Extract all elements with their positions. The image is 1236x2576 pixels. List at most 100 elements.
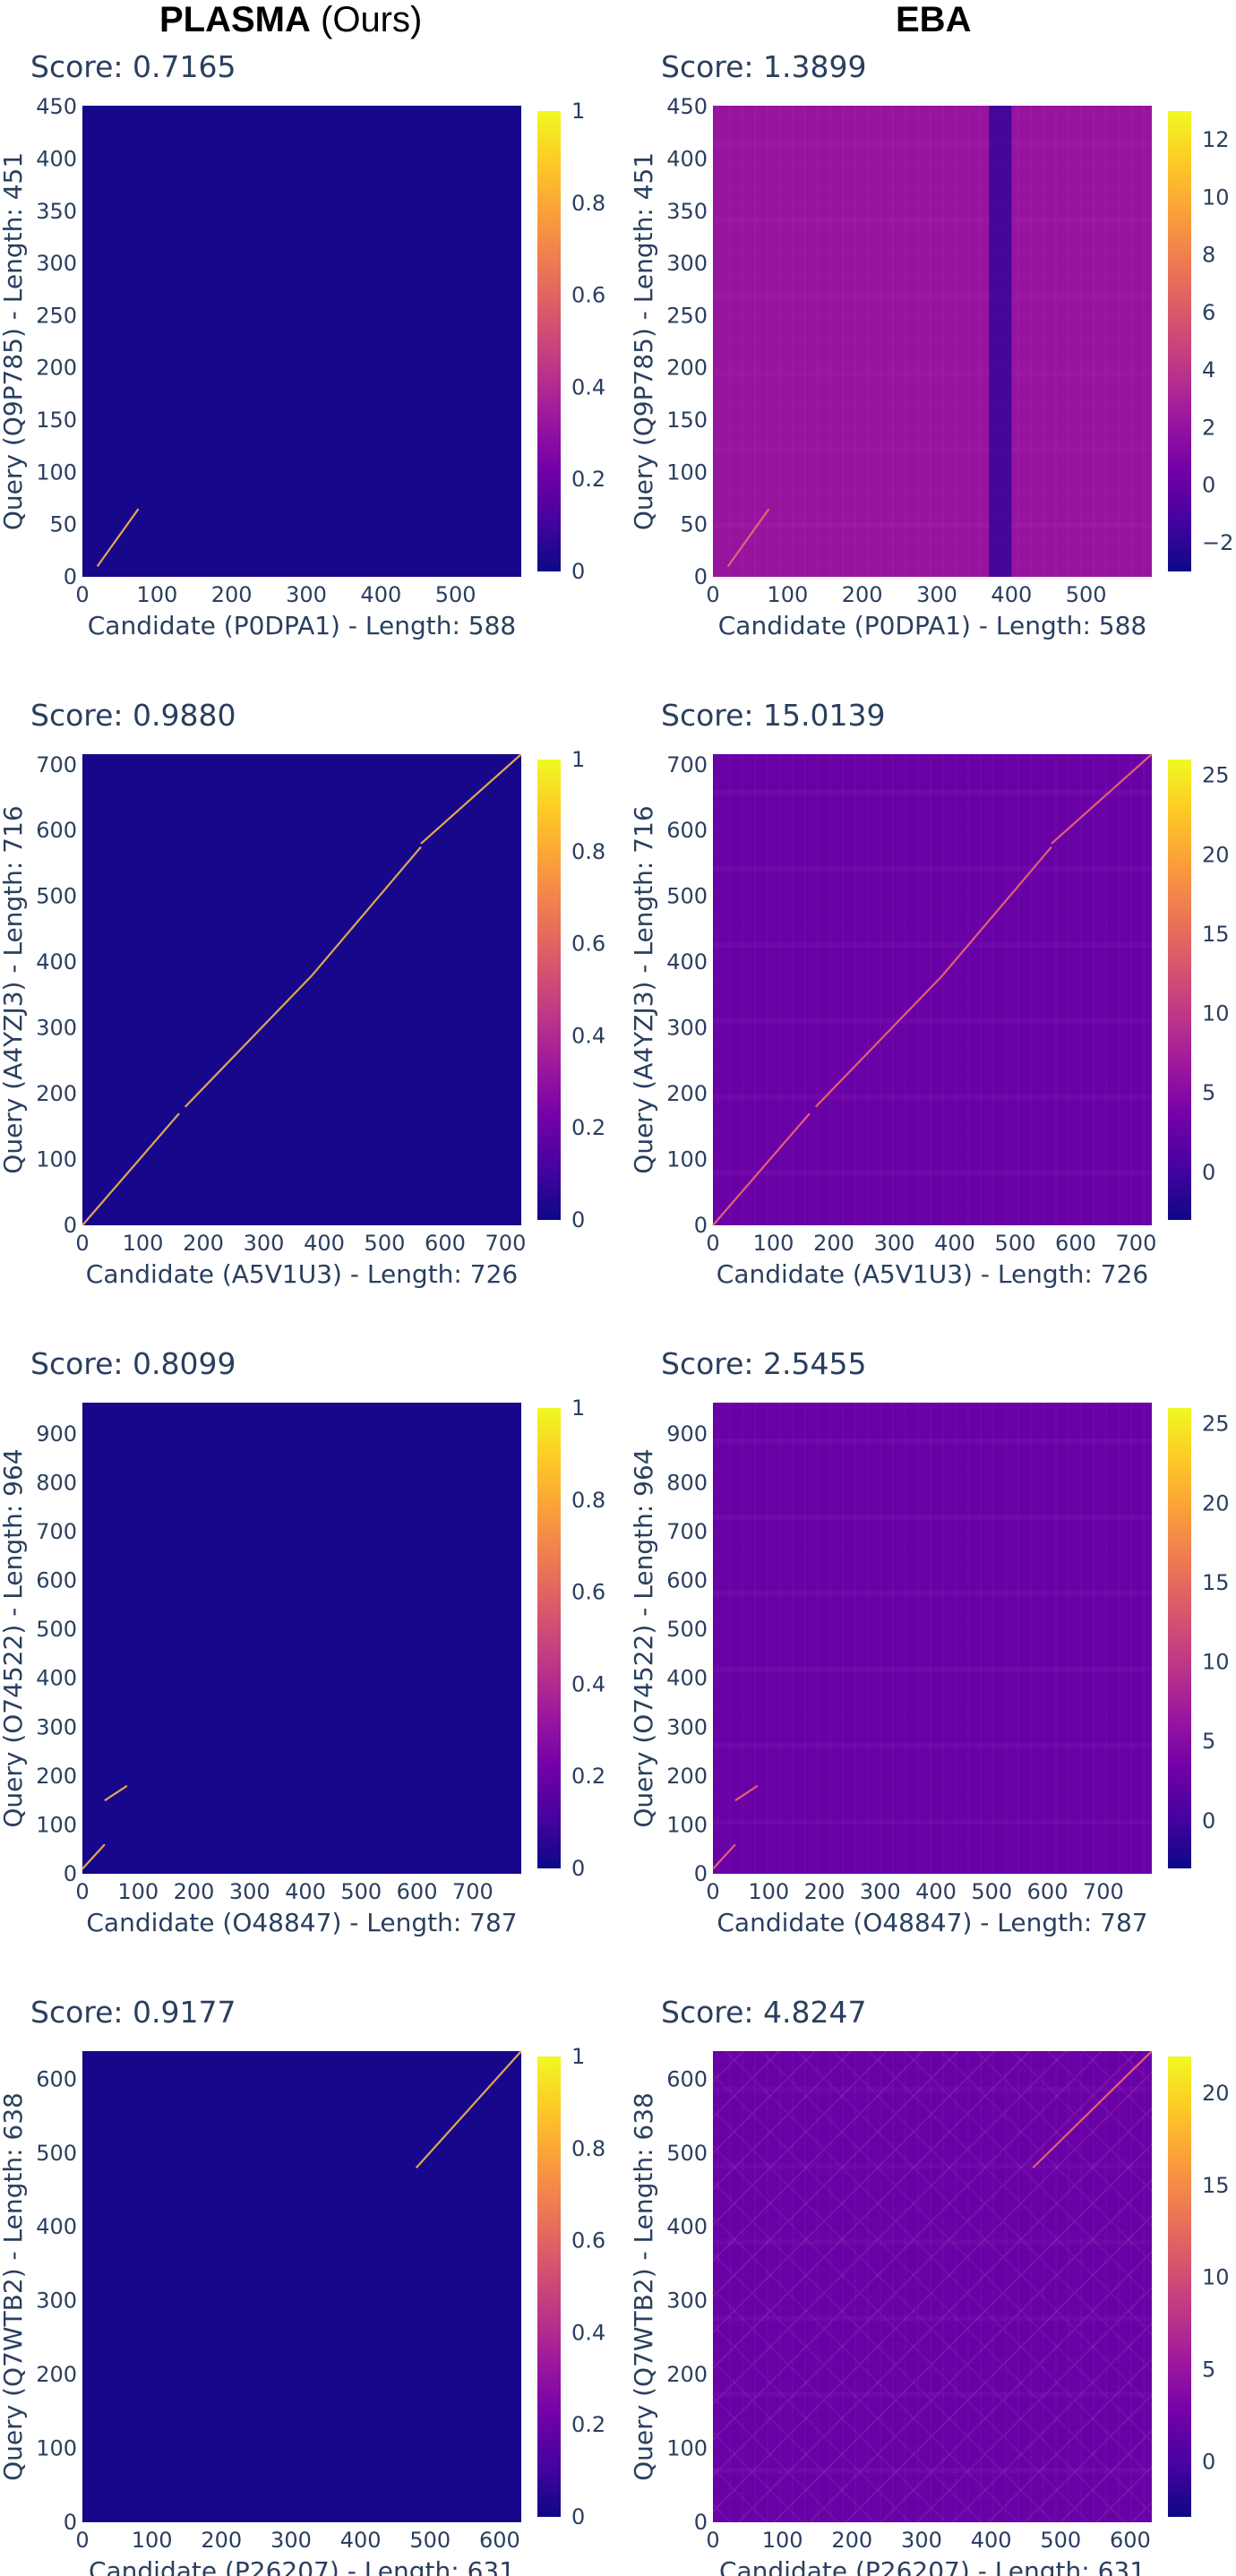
colorbar-tick-label: 1 [571, 2044, 585, 2069]
score-label: Score: 0.7165 [30, 49, 236, 84]
colorbar-tick-label: 1 [571, 99, 585, 124]
y-tick-label: 100 [666, 2436, 708, 2461]
alignment-segment [712, 1112, 811, 1226]
colorbar [537, 2057, 561, 2517]
x-tick-label: 200 [831, 2528, 872, 2553]
x-tick-label: 300 [229, 1879, 270, 1904]
score-label: Score: 0.9880 [30, 698, 236, 733]
y-tick-label: 700 [36, 1519, 77, 1544]
column-title-eba: EBA [896, 0, 971, 45]
alignment-segment [311, 846, 422, 976]
heatmap-band [713, 294, 1152, 299]
y-tick-label: 300 [36, 2288, 77, 2314]
y-tick-label: 200 [36, 356, 77, 381]
y-tick-label: 500 [36, 884, 77, 909]
x-tick-label: 600 [1027, 1879, 1069, 1904]
colorbar [1168, 111, 1191, 571]
x-tick-label: 400 [360, 582, 401, 607]
y-tick-label: 300 [36, 1714, 77, 1739]
colorbar-tick-label: 5 [1202, 1080, 1215, 1105]
x-tick-label: 0 [75, 1231, 89, 1256]
x-tick-label: 600 [1110, 2528, 1151, 2553]
y-tick-label: 300 [36, 251, 77, 276]
x-tick-label: 700 [452, 1879, 494, 1904]
heatmap-background [82, 1403, 521, 1874]
colorbar-tick-label: 0.2 [571, 1764, 605, 1789]
y-tick-label: 450 [666, 94, 708, 119]
y-tick-label: 250 [666, 303, 708, 328]
x-tick-label: 0 [75, 582, 89, 607]
score-label: Score: 0.8099 [30, 1346, 236, 1381]
colorbar-tick-label: 0.2 [571, 2412, 605, 2437]
y-tick-label: 300 [666, 251, 708, 276]
heatmap-panel-7: Score: 0.9177 0 100 200 300 400 500 600 0 100 200 3… [0, 1995, 605, 2576]
heatmap-band [713, 2391, 1152, 2397]
x-tick-label: 700 [1083, 1879, 1124, 1904]
y-axis-label: Query (Q9P785) - Length: 451 [629, 152, 658, 530]
y-tick-label: 400 [666, 2214, 708, 2239]
y-tick-label: 0 [64, 564, 77, 589]
heatmap-band [713, 1667, 1152, 1672]
column-title-plasma: PLASMA (Ours) [159, 0, 422, 45]
x-axis-label: Candidate (A5V1U3) - Length: 726 [717, 1259, 1148, 1289]
x-tick-label: 300 [270, 2528, 312, 2553]
x-tick-label: 100 [132, 2528, 173, 2553]
colorbar-tick-label: 25 [1202, 1412, 1230, 1437]
y-tick-label: 200 [36, 1081, 77, 1106]
alignment-segment [104, 1784, 128, 1802]
y-tick-label: 900 [666, 1421, 708, 1447]
x-tick-label: 400 [915, 1879, 957, 1904]
x-tick-label: 700 [485, 1231, 527, 1256]
x-tick-label: 200 [842, 582, 883, 607]
x-tick-label: 200 [183, 1231, 224, 1256]
y-tick-label: 350 [666, 199, 708, 224]
x-tick-label: 500 [435, 582, 476, 607]
y-tick-label: 0 [64, 1861, 77, 1886]
x-tick-label: 100 [136, 582, 177, 607]
x-tick-label: 100 [117, 1879, 159, 1904]
heatmap-band [713, 942, 1152, 948]
colorbar-tick-label: 0.6 [571, 932, 605, 957]
y-tick-label: 100 [36, 1147, 77, 1172]
colorbar-tick-label: 5 [1202, 2357, 1215, 2383]
y-tick-label: 350 [36, 199, 77, 224]
x-tick-label: 300 [860, 1879, 901, 1904]
heatmap-band [713, 1591, 1152, 1596]
alignment-segment [941, 846, 1052, 976]
colorbar [1168, 2057, 1191, 2517]
alignment-segment [1032, 2050, 1153, 2169]
y-tick-label: 450 [36, 94, 77, 119]
heatmap-band [713, 2087, 1152, 2092]
colorbar-tick-label: 0.6 [571, 2228, 605, 2254]
heatmap-band [713, 522, 1152, 528]
x-tick-label: 200 [174, 1879, 215, 1904]
colorbar-tick-label: 0 [571, 1856, 585, 1881]
x-tick-label: 300 [286, 582, 327, 607]
y-tick-label: 300 [666, 1714, 708, 1739]
heatmap-band [713, 1171, 1152, 1176]
heatmap-band [713, 2468, 1152, 2473]
x-tick-label: 0 [75, 2528, 89, 2553]
y-axis-label: Query (Q7WTB2) - Length: 638 [0, 2092, 28, 2481]
heatmap-band [713, 1515, 1152, 1520]
colorbar [537, 760, 561, 1220]
colorbar-tick-label: 0.2 [571, 1115, 605, 1140]
column-title-plasma-suffix: (Ours) [310, 0, 423, 39]
x-tick-label: 400 [304, 1231, 345, 1256]
x-tick-label: 500 [971, 1879, 1012, 1904]
y-tick-label: 200 [36, 2362, 77, 2387]
x-tick-label: 500 [365, 1231, 406, 1256]
colorbar-tick-label: 0.4 [571, 1671, 605, 1696]
heatmap-background [82, 754, 521, 1225]
colorbar-tick-label: 10 [1202, 1650, 1230, 1675]
colorbar-tick-label: 10 [1202, 1001, 1230, 1026]
alignment-segment [726, 508, 770, 567]
x-tick-label: 500 [1066, 582, 1107, 607]
y-tick-label: 100 [666, 1147, 708, 1172]
heatmap-band [713, 142, 1152, 147]
y-tick-label: 0 [694, 1861, 708, 1886]
x-tick-label: 300 [916, 582, 957, 607]
alignment-segment [96, 508, 140, 567]
alignment-segment [82, 1843, 106, 1870]
